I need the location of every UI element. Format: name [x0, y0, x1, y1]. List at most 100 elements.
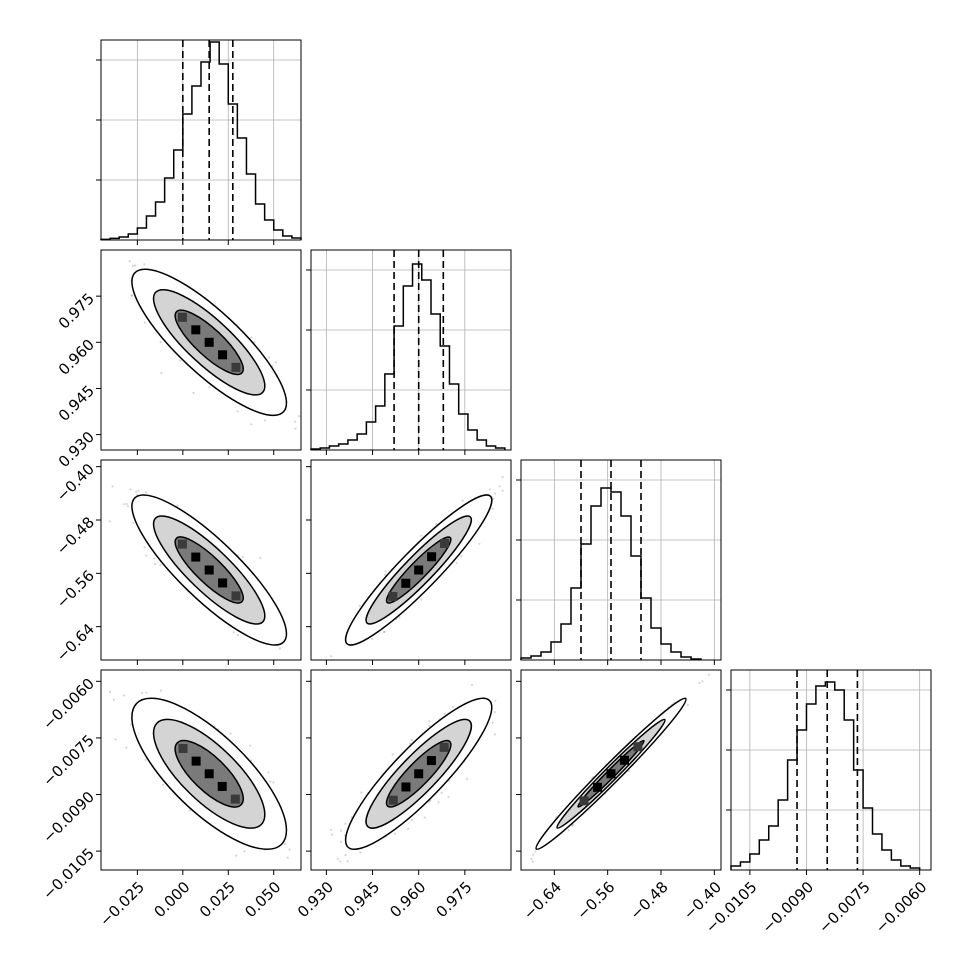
scatter-point — [320, 811, 322, 813]
density-core-cell — [619, 755, 629, 765]
axes-frame — [100, 459, 302, 661]
scatter-point — [493, 711, 496, 714]
scatter-panel-p5 — [96, 249, 302, 455]
scatter-point — [159, 563, 162, 566]
scatter-point — [455, 561, 458, 565]
scatter-point — [125, 746, 128, 749]
scatter-point — [491, 721, 494, 724]
scatter-point — [461, 499, 464, 502]
scatter-point — [253, 341, 256, 344]
scatter-point — [344, 854, 347, 857]
scatter-point — [111, 485, 114, 488]
histogram-step-4 — [730, 681, 921, 870]
density-core-cell — [231, 591, 241, 601]
density-core-cell — [388, 592, 398, 602]
scatter-point — [130, 294, 133, 297]
scatter-point — [144, 758, 147, 761]
density-core-cell — [606, 769, 616, 779]
x-tick-label: 0.000 — [150, 878, 193, 921]
hist-panel-2 — [306, 249, 512, 455]
x-tick-label: −0.56 — [573, 878, 618, 923]
scatter-point — [153, 557, 156, 560]
scatter-point — [114, 738, 117, 741]
density-core-cell — [191, 756, 201, 766]
scatter-point — [176, 504, 179, 507]
scatter-point — [531, 853, 535, 856]
scatter-point — [134, 264, 137, 267]
x-tick-label: 0.945 — [340, 878, 383, 921]
x-tick-label: −0.64 — [520, 878, 565, 923]
scatter-point — [331, 672, 333, 674]
scatter-point — [307, 644, 309, 646]
scatter-point — [278, 647, 281, 650]
scatter-point — [498, 485, 501, 488]
scatter-point — [320, 875, 322, 877]
scatter-point — [384, 570, 387, 573]
scatter-point — [452, 705, 455, 709]
scatter-point — [108, 520, 111, 523]
scatter-point — [502, 888, 504, 890]
scatter-point — [132, 521, 135, 524]
scatter-point — [420, 534, 423, 537]
x-tick-label: −0.0075 — [815, 878, 874, 937]
scatter-panel-p6 — [96, 459, 309, 665]
y-tick-label: 0.960 — [55, 336, 98, 379]
scatter-point — [302, 838, 304, 840]
scatter-point — [460, 555, 463, 558]
scatter-point — [384, 573, 387, 576]
y-tick-label: −0.0105 — [39, 844, 98, 903]
density-core-cell — [217, 781, 227, 791]
scatter-point — [358, 604, 361, 607]
density-core-cell — [439, 742, 449, 752]
axes-frame — [100, 39, 302, 241]
scatter-point — [188, 809, 191, 812]
scatter-point — [143, 321, 146, 324]
scatter-point — [154, 563, 157, 566]
scatter-point — [267, 356, 271, 359]
histogram-step-2 — [310, 263, 506, 450]
density-core-cell — [579, 796, 589, 806]
scatter-panel-p9 — [306, 669, 512, 877]
scatter-point — [707, 673, 711, 676]
axes-frame — [730, 669, 932, 871]
scatter-point — [131, 264, 134, 267]
density-core-cell — [231, 362, 241, 372]
scatter-panel-p10 — [502, 669, 722, 890]
scatter-point — [428, 720, 431, 723]
scatter-point — [192, 391, 195, 394]
scatter-point — [383, 630, 386, 633]
scatter-point — [145, 691, 148, 694]
scatter-point — [294, 427, 297, 430]
x-tick-label: −0.0060 — [872, 878, 931, 937]
x-tick-label: −0.48 — [627, 878, 672, 923]
scatter-point — [348, 871, 350, 873]
scatter-point — [340, 829, 343, 832]
scatter-point — [126, 505, 129, 508]
scatter-point — [567, 829, 570, 832]
y-tick-label: 0.945 — [55, 382, 98, 425]
scatter-point — [407, 827, 410, 830]
scatter-point — [159, 689, 162, 692]
scatter-point — [160, 372, 163, 375]
scatter-point — [494, 699, 497, 702]
scatter-point — [435, 522, 438, 526]
hist-panel-1 — [96, 39, 302, 245]
density-core-cell — [440, 538, 450, 548]
scatter-point — [492, 497, 495, 500]
y-tick-label: −0.40 — [53, 460, 98, 505]
scatter-point — [249, 744, 252, 747]
scatter-point — [470, 683, 474, 686]
scatter-point — [143, 263, 146, 266]
scatter-panel-p7 — [306, 459, 512, 674]
scatter-point — [269, 780, 272, 783]
density-core-cell — [427, 552, 437, 562]
scatter-point — [447, 795, 450, 799]
scatter-point — [331, 833, 334, 836]
scatter-point — [340, 840, 343, 844]
scatter-point — [232, 631, 235, 634]
scatter-point — [125, 502, 128, 506]
scatter-point — [501, 489, 504, 492]
scatter-point — [250, 423, 253, 426]
scatter-point — [263, 419, 267, 422]
y-tick-label: −0.0090 — [39, 788, 98, 847]
